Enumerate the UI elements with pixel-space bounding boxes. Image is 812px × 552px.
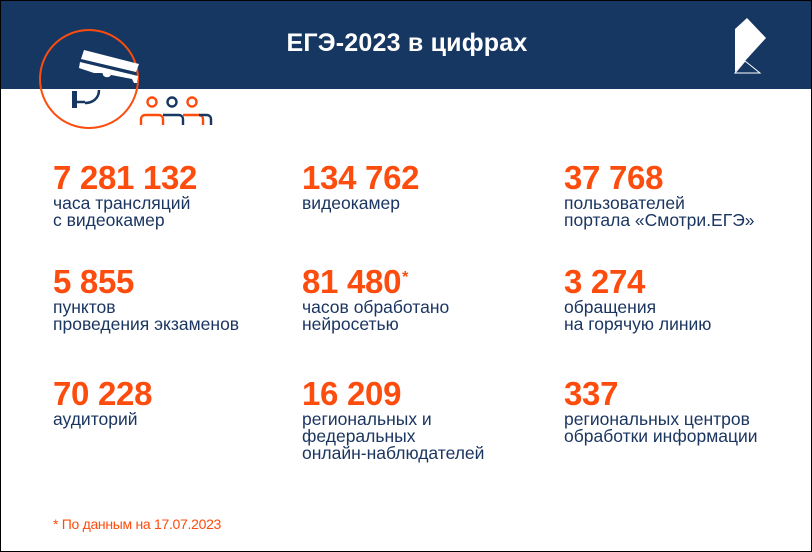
stat-value: 134 762 xyxy=(302,159,420,196)
camera-mount-icon xyxy=(72,89,101,108)
stat-value: 5 855 xyxy=(53,263,135,300)
rostelecom-logo-icon xyxy=(733,18,766,74)
stat-broadcast-hours: 7 281 132 часа трансляций с видеокамер xyxy=(53,161,197,229)
stat-value: 16 209 xyxy=(302,375,402,412)
stat-label: пунктов проведения экзаменов xyxy=(53,297,240,334)
stat-hotline-calls: 3 274 обращения на горячую линию xyxy=(564,265,711,333)
stat-label: часа трансляций с видеокамер xyxy=(53,193,191,230)
footnote-marker: * xyxy=(402,269,409,286)
cctv-camera-with-people-icon xyxy=(39,29,213,129)
stat-label: часов обработано нейросетью xyxy=(302,297,450,334)
stat-label: пользователей портала «Смотри.ЕГЭ» xyxy=(564,193,755,230)
stat-exam-points: 5 855 пунктов проведения экзаменов xyxy=(53,265,239,333)
stat-label: аудиторий xyxy=(53,409,138,429)
stat-value: 37 768 xyxy=(564,159,664,196)
camera-icon xyxy=(79,50,139,83)
stat-cameras: 134 762 видеокамер xyxy=(302,161,419,212)
stat-value: 81 480* xyxy=(302,263,409,300)
stat-online-observers: 16 209 региональных и федеральных онлайн… xyxy=(302,377,484,462)
stat-label: региональных центров обработки информаци… xyxy=(564,409,758,446)
stat-processing-centers: 337 региональных центров обработки инфор… xyxy=(564,377,758,445)
stat-neural-hours: 81 480* часов обработано нейросетью xyxy=(302,265,449,333)
stat-value: 7 281 132 xyxy=(53,159,198,196)
stat-value: 70 228 xyxy=(53,375,153,412)
page-title: ЕГЭ-2023 в цифрах xyxy=(286,29,528,57)
stat-value: 337 xyxy=(564,375,619,412)
stat-classrooms: 70 228 аудиторий xyxy=(53,377,152,428)
people-icon xyxy=(139,96,213,125)
stat-label: видеокамер xyxy=(302,193,401,213)
footnote: * По данным на 17.07.2023 xyxy=(53,516,222,532)
header-band xyxy=(1,1,811,89)
stat-portal-users: 37 768 пользователей портала «Смотри.ЕГЭ… xyxy=(564,161,755,229)
stat-label: региональных и федеральных онлайн-наблюд… xyxy=(302,409,485,463)
stat-value: 3 274 xyxy=(564,263,646,300)
stat-label: обращения на горячую линию xyxy=(564,297,712,334)
